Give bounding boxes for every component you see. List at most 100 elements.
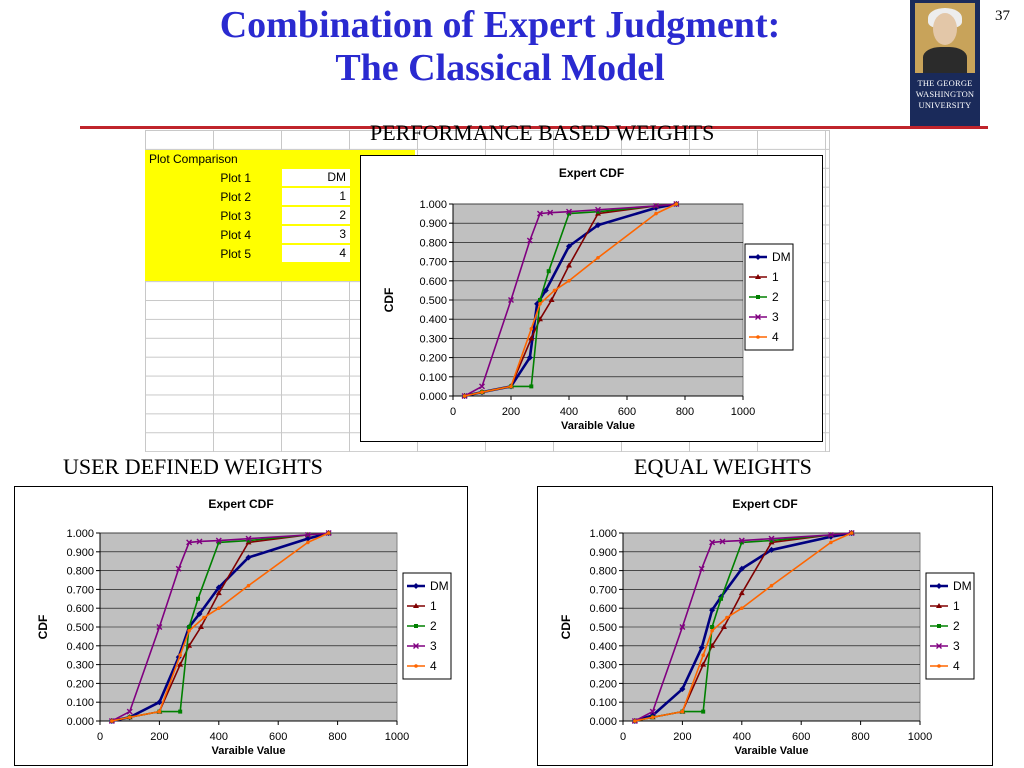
logo-text: THE GEORGE WASHINGTON UNIVERSITY bbox=[915, 78, 975, 110]
x-tick-label: 1000 bbox=[908, 731, 932, 743]
gwu-logo: THE GEORGE WASHINGTON UNIVERSITY bbox=[910, 0, 980, 128]
legend-label: 3 bbox=[430, 639, 437, 653]
data-point bbox=[596, 255, 600, 260]
legend-label: 2 bbox=[430, 619, 437, 633]
y-tick-label: 0.800 bbox=[589, 566, 617, 578]
section-label-performance: PERFORMANCE BASED WEIGHTS bbox=[370, 120, 715, 145]
series-3 bbox=[461, 201, 680, 399]
x-tick-label: 600 bbox=[792, 731, 810, 743]
series-4 bbox=[462, 202, 679, 398]
page-number: 37 bbox=[995, 8, 1010, 24]
data-point bbox=[679, 686, 686, 693]
data-point bbox=[196, 610, 203, 617]
data-point bbox=[304, 531, 311, 538]
series-4 bbox=[110, 531, 331, 723]
data-point bbox=[768, 535, 775, 542]
data-point bbox=[126, 708, 133, 715]
x-tick-label: 0 bbox=[620, 731, 626, 743]
title-rule bbox=[80, 126, 988, 129]
plot-comparison-header: Plot Comparison bbox=[149, 152, 238, 166]
data-point bbox=[157, 709, 162, 714]
data-point bbox=[479, 383, 485, 390]
data-point bbox=[245, 535, 252, 542]
plot-value-cell[interactable]: 4 bbox=[282, 245, 350, 262]
chart-title: Expert CDF bbox=[732, 497, 797, 511]
data-point bbox=[217, 606, 221, 610]
data-point bbox=[566, 262, 572, 268]
data-point bbox=[738, 537, 745, 544]
x-tick-label: 800 bbox=[328, 731, 346, 743]
legend-label: 1 bbox=[772, 270, 779, 284]
data-point bbox=[709, 539, 716, 546]
section-label-user: USER DEFINED WEIGHTS bbox=[63, 454, 323, 479]
x-tick-label: 200 bbox=[502, 406, 520, 418]
data-point bbox=[756, 295, 760, 299]
data-point bbox=[701, 653, 705, 657]
chart-svg-performance: Expert CDF 0.000 0.100 0.200 0.300 0.400 0.500… bbox=[382, 166, 794, 432]
data-point bbox=[937, 664, 941, 668]
data-point bbox=[508, 297, 514, 303]
data-point bbox=[197, 624, 204, 629]
y-tick-label: 0.300 bbox=[589, 660, 617, 672]
legend-label: 4 bbox=[953, 659, 960, 673]
data-point bbox=[595, 222, 601, 229]
data-point bbox=[178, 709, 183, 714]
data-point bbox=[827, 531, 834, 538]
data-point bbox=[740, 606, 744, 610]
data-point bbox=[698, 644, 705, 651]
legend-label: 1 bbox=[953, 599, 960, 613]
plot-value-cell[interactable]: DM bbox=[282, 169, 350, 186]
data-point bbox=[414, 624, 418, 628]
data-point bbox=[326, 531, 331, 535]
y-axis-label: CDF bbox=[36, 615, 50, 640]
data-point bbox=[534, 300, 541, 307]
y-tick-label: 0.400 bbox=[589, 641, 617, 653]
legend: DM 1 2 3 4 bbox=[402, 572, 452, 680]
plot-value-cell[interactable]: 3 bbox=[282, 226, 350, 243]
data-point bbox=[680, 709, 685, 714]
data-point bbox=[175, 565, 182, 572]
x-tick-label: 800 bbox=[676, 406, 694, 418]
data-point bbox=[936, 603, 942, 608]
data-point bbox=[196, 538, 203, 545]
chart-equal: Expert CDF 0.000 0.100 0.200 0.300 0.400 0.500… bbox=[537, 486, 993, 766]
y-tick-label: 0.200 bbox=[419, 353, 447, 365]
data-point bbox=[480, 390, 484, 394]
data-point bbox=[937, 624, 941, 628]
y-tick-label: 0.400 bbox=[66, 641, 94, 653]
data-point bbox=[187, 628, 191, 633]
plot-label: Plot 3 bbox=[220, 209, 251, 223]
chart-title: Expert CDF bbox=[559, 166, 624, 180]
data-point bbox=[936, 643, 942, 649]
y-tick-label: 0.100 bbox=[419, 372, 447, 384]
series-line bbox=[464, 203, 677, 397]
data-point bbox=[769, 583, 774, 588]
data-point bbox=[649, 708, 656, 715]
plot-value-cell[interactable]: 1 bbox=[282, 188, 350, 205]
data-point bbox=[719, 596, 724, 601]
data-point bbox=[127, 715, 132, 720]
data-point bbox=[509, 384, 513, 389]
data-point bbox=[529, 384, 534, 389]
data-point bbox=[528, 335, 535, 341]
plot-value-cell[interactable]: 2 bbox=[282, 207, 350, 224]
data-point bbox=[529, 327, 534, 331]
x-axis-label: Varaible Value bbox=[212, 745, 286, 757]
data-point bbox=[653, 202, 659, 209]
legend-label: DM bbox=[772, 250, 791, 264]
x-tick-label: 200 bbox=[673, 731, 691, 743]
chart-performance: Expert CDF 0.000 0.100 0.200 0.300 0.400 0.500… bbox=[360, 155, 823, 442]
data-point bbox=[698, 565, 705, 572]
data-point bbox=[178, 653, 182, 657]
y-tick-label: 0.900 bbox=[589, 547, 617, 559]
y-tick-label: 0.600 bbox=[589, 603, 617, 615]
data-point bbox=[216, 540, 221, 545]
data-point bbox=[246, 538, 251, 543]
series-line bbox=[464, 203, 677, 397]
data-point bbox=[187, 625, 192, 629]
data-point bbox=[596, 209, 600, 214]
legend-label: 3 bbox=[953, 639, 960, 653]
y-tick-label: 0.400 bbox=[419, 314, 447, 326]
washington-portrait-icon bbox=[915, 3, 975, 73]
y-tick-label: 0.500 bbox=[419, 295, 447, 307]
